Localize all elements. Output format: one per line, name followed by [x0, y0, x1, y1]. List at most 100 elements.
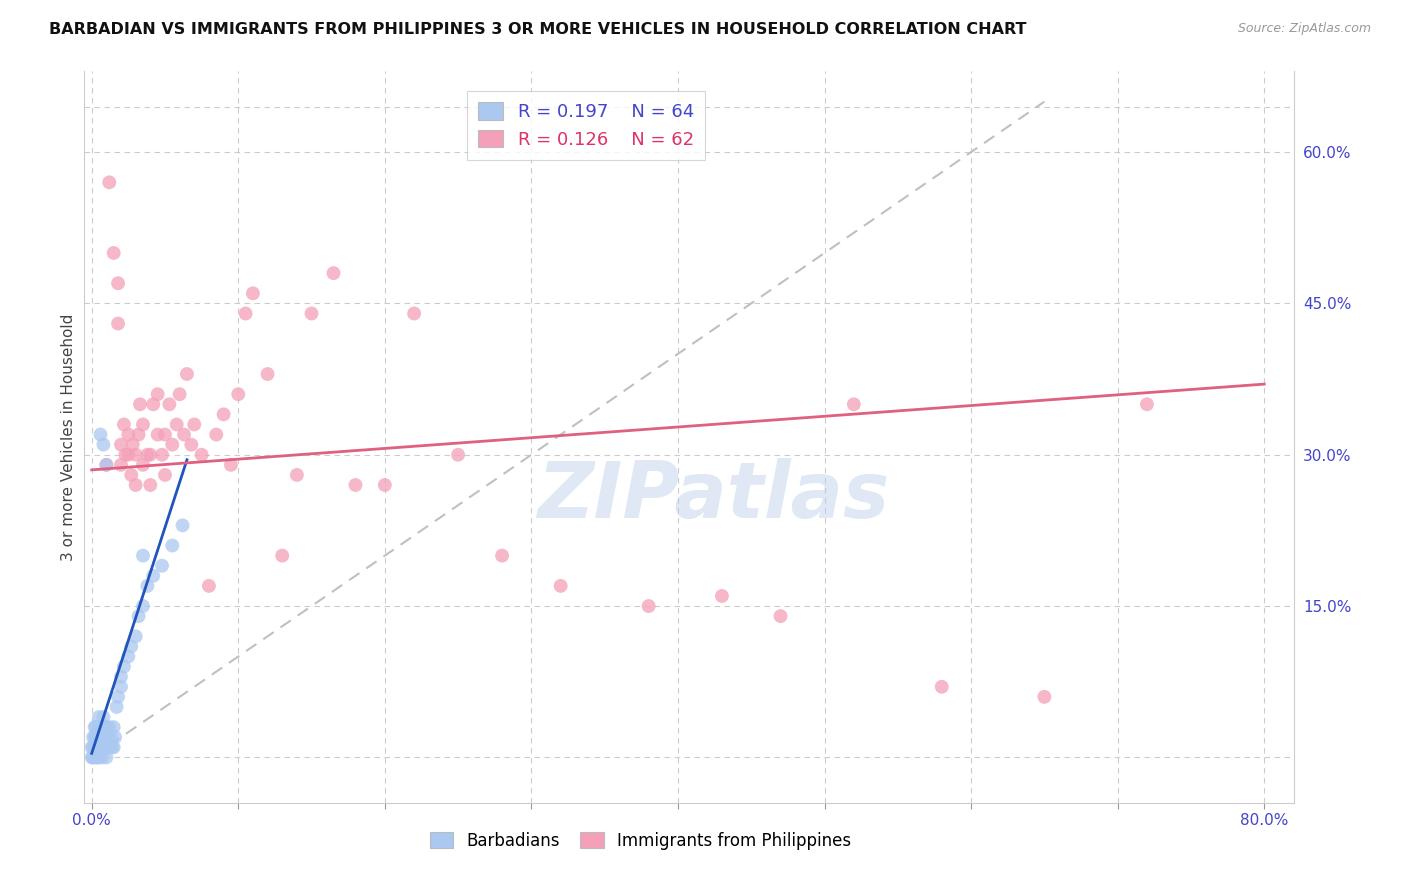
Point	[190, 448, 212, 462]
Point	[931, 680, 953, 694]
Point	[98, 740, 121, 755]
Point	[117, 427, 139, 442]
Text: ZIPatlas: ZIPatlas	[537, 458, 889, 533]
Point	[176, 367, 198, 381]
Point	[285, 467, 308, 482]
Point	[94, 740, 117, 755]
Legend: Barbadians, Immigrants from Philippines: Barbadians, Immigrants from Philippines	[423, 825, 858, 856]
Point	[117, 448, 139, 462]
Point	[183, 417, 205, 432]
Point	[107, 690, 129, 704]
Text: Source: ZipAtlas.com: Source: ZipAtlas.com	[1237, 22, 1371, 36]
Point	[404, 306, 426, 320]
Point	[107, 317, 129, 331]
Point	[142, 397, 165, 411]
Point	[89, 730, 111, 744]
Point	[146, 427, 169, 442]
Point	[84, 750, 107, 764]
Point	[89, 427, 111, 442]
Point	[110, 458, 132, 472]
Point	[550, 579, 572, 593]
Point	[87, 750, 110, 764]
Point	[132, 458, 155, 472]
Point	[110, 680, 132, 694]
Point	[124, 629, 146, 643]
Point	[105, 700, 128, 714]
Point	[96, 750, 118, 764]
Point	[96, 720, 118, 734]
Text: BARBADIAN VS IMMIGRANTS FROM PHILIPPINES 3 OR MORE VEHICLES IN HOUSEHOLD CORRELA: BARBADIAN VS IMMIGRANTS FROM PHILIPPINES…	[49, 22, 1026, 37]
Y-axis label: 3 or more Vehicles in Household: 3 or more Vehicles in Household	[60, 313, 76, 561]
Point	[97, 730, 120, 744]
Point	[1033, 690, 1056, 704]
Point	[637, 599, 659, 613]
Point	[117, 649, 139, 664]
Point	[112, 659, 135, 673]
Point	[162, 539, 184, 553]
Point	[110, 437, 132, 451]
Point	[153, 467, 176, 482]
Point	[93, 730, 115, 744]
Point	[82, 740, 104, 755]
Point	[91, 720, 114, 734]
Point	[139, 448, 162, 462]
Point	[235, 306, 257, 320]
Point	[103, 246, 125, 260]
Point	[136, 579, 159, 593]
Point	[132, 417, 155, 432]
Point	[98, 720, 121, 734]
Point	[93, 710, 115, 724]
Point	[84, 720, 107, 734]
Point	[93, 740, 115, 755]
Point	[98, 175, 121, 189]
Point	[344, 478, 367, 492]
Point	[86, 730, 108, 744]
Point	[124, 478, 146, 492]
Point	[146, 387, 169, 401]
Point	[374, 478, 396, 492]
Point	[180, 437, 202, 451]
Point	[153, 427, 176, 442]
Point	[124, 448, 146, 462]
Point	[447, 448, 470, 462]
Point	[322, 266, 344, 280]
Point	[83, 740, 105, 755]
Point	[110, 670, 132, 684]
Point	[103, 740, 125, 755]
Point	[87, 720, 110, 734]
Point	[150, 448, 173, 462]
Point	[80, 740, 103, 755]
Point	[205, 427, 228, 442]
Point	[271, 549, 294, 563]
Point	[96, 458, 118, 472]
Point	[769, 609, 792, 624]
Point	[104, 730, 127, 744]
Point	[166, 417, 188, 432]
Point	[84, 730, 107, 744]
Point	[128, 427, 150, 442]
Point	[226, 387, 249, 401]
Point	[1136, 397, 1159, 411]
Point	[82, 750, 104, 764]
Point	[91, 730, 114, 744]
Point	[120, 467, 142, 482]
Point	[132, 549, 155, 563]
Point	[86, 750, 108, 764]
Point	[157, 397, 180, 411]
Point	[83, 730, 105, 744]
Point	[710, 589, 733, 603]
Point	[96, 740, 118, 755]
Point	[86, 740, 108, 755]
Point	[97, 740, 120, 755]
Point	[114, 448, 136, 462]
Point	[172, 518, 194, 533]
Point	[162, 437, 184, 451]
Point	[136, 448, 159, 462]
Point	[93, 437, 115, 451]
Point	[491, 549, 513, 563]
Point	[139, 478, 162, 492]
Point	[142, 569, 165, 583]
Point	[842, 397, 865, 411]
Point	[87, 740, 110, 755]
Point	[301, 306, 323, 320]
